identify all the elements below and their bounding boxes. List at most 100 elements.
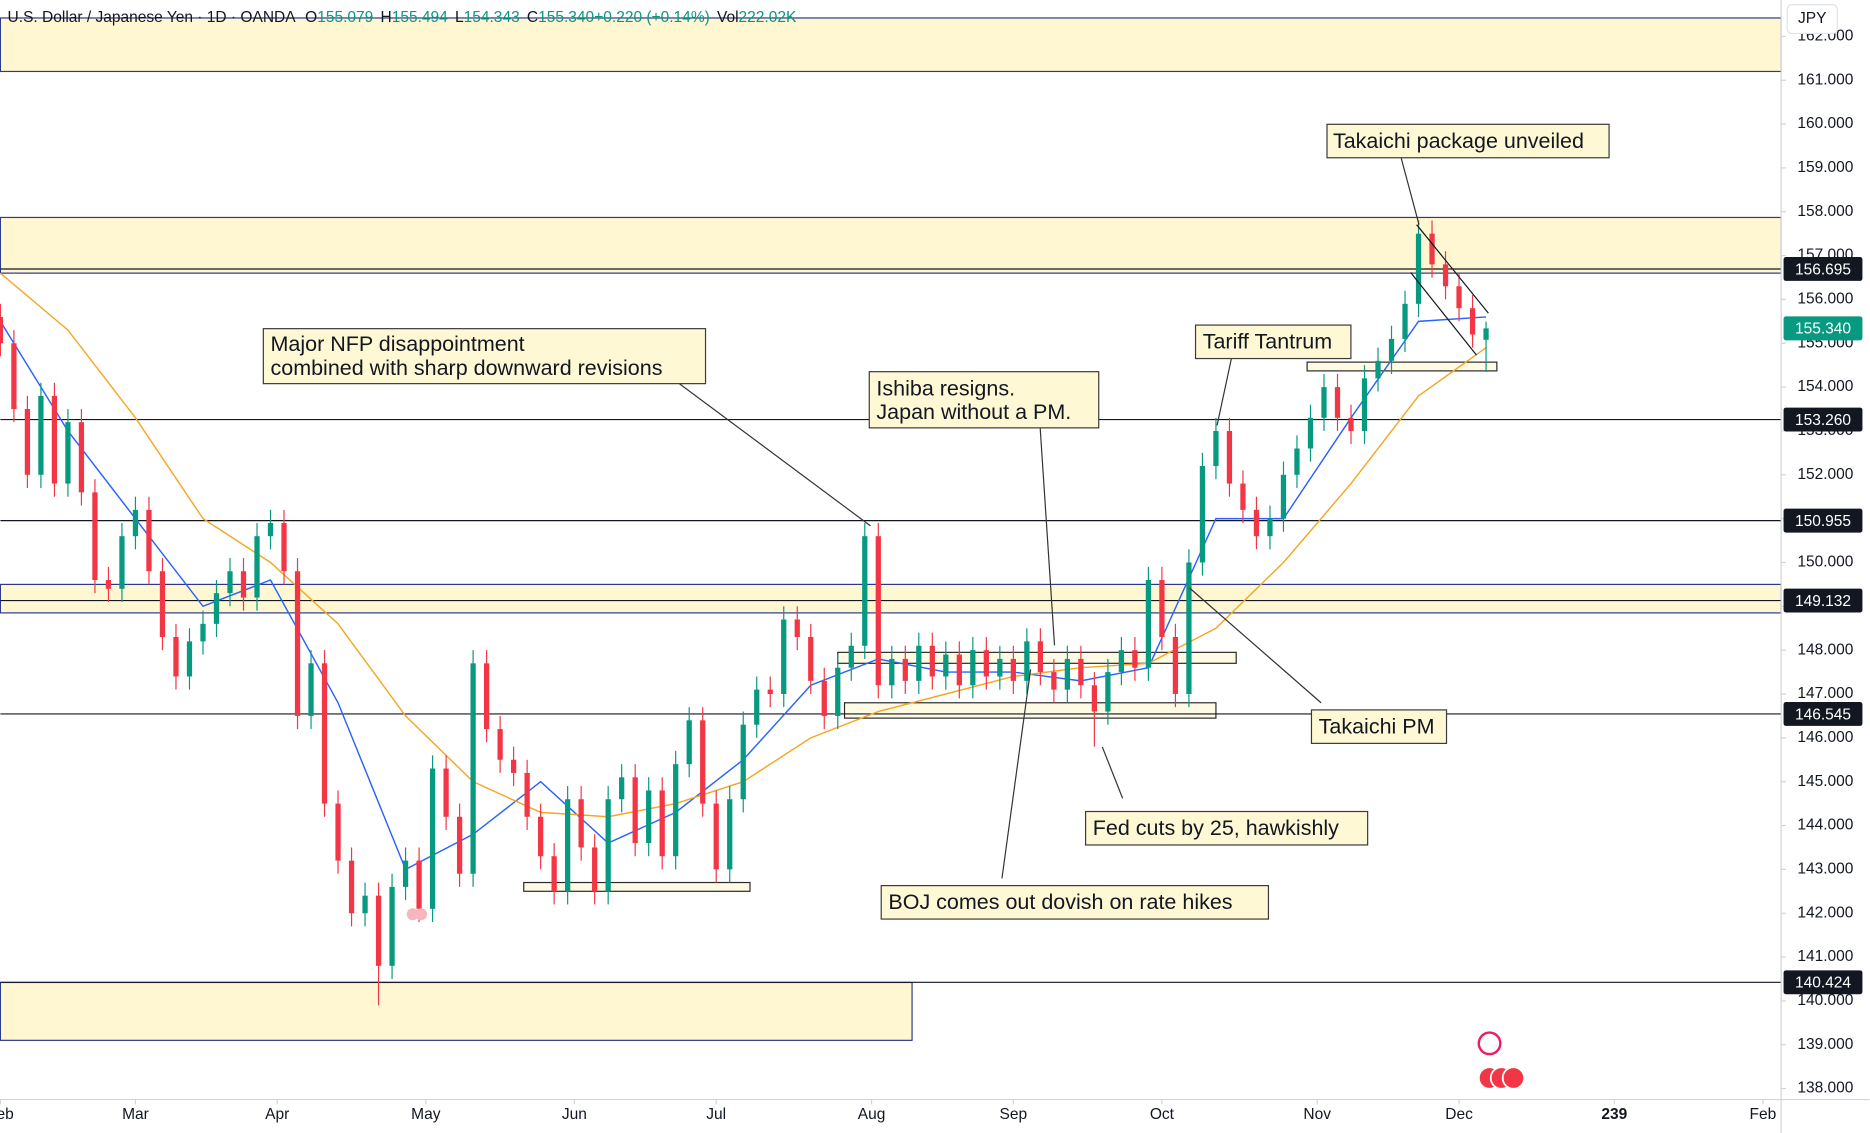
candle-body [416,860,422,909]
range-box [523,881,751,892]
zone [0,583,1782,614]
candle-body [1213,430,1219,467]
price-tag-label: 155.340 [1795,321,1851,338]
candle-body [510,759,517,773]
event-marker[interactable] [406,908,419,921]
candle-body [970,650,976,686]
candle-body [1199,466,1206,563]
candle-body [673,764,679,857]
candle-body [916,645,922,681]
event-icon[interactable] [1501,1066,1526,1090]
y-tick-label: 147.000 [1797,685,1853,702]
candle-body [254,536,260,598]
annotation-text: Takaichi package unveiled [1333,129,1584,153]
price-tag-label: 149.132 [1795,593,1851,610]
readout-key: Vol [717,9,739,26]
x-tick-label: Aug [858,1106,886,1123]
y-tick-label: 141.000 [1797,948,1853,965]
annotation-box [1194,324,1352,360]
candle-body [1415,233,1422,304]
candle-body [821,680,827,716]
y-tick-label: 158.000 [1797,203,1853,220]
readout-value: 155.340 [538,9,594,26]
candle-body [65,422,71,484]
candle-body [294,571,301,716]
event-icon[interactable] [1477,1031,1502,1056]
readout-value: 154.343 [464,9,520,26]
y-tick-label: 160.000 [1797,115,1853,132]
candle-body [875,536,881,686]
annotation-text: Major NFP disappointment [270,332,524,356]
y-tick-label: 156.000 [1797,291,1853,308]
header: U.S. Dollar / Japanese Yen · 1D · OANDA … [8,9,797,26]
candle-body [402,860,409,887]
candle-body [605,799,611,892]
y-tick-label: 144.000 [1797,817,1853,834]
currency-label: JPY [1798,10,1827,27]
candle-body [186,641,193,677]
candle-body [551,856,557,892]
y-tick-label: 138.000 [1797,1080,1853,1097]
readout-value: 155.494 [392,9,448,26]
candle-body [983,650,989,677]
candle-body [321,663,328,804]
annotation-text: Tariff Tantrum [1203,330,1332,354]
trend-line [1410,272,1477,356]
candle-body [1307,417,1314,449]
candle-body [686,720,692,765]
candle-body [632,777,638,844]
candle-body [1267,518,1273,537]
candle-body [997,658,1003,677]
x-tick-label: Jul [706,1106,726,1123]
readout-key: C [527,9,538,26]
y-tick-label: 143.000 [1797,860,1853,877]
candle-body [78,422,85,493]
candle-body [1186,562,1192,695]
candle-body [862,536,868,646]
leader-line [1001,669,1032,879]
symbol-title: U.S. Dollar / Japanese Yen · 1D · OANDA [8,9,297,26]
candle-body [497,729,503,760]
candle-body [700,720,706,804]
candle-body [443,768,449,817]
candle-body [1334,387,1341,418]
annotation-box [1326,123,1610,159]
candle-body [24,409,31,475]
leader-line [1189,587,1322,704]
candle-body [51,395,58,484]
readout-value: 155.079 [317,9,373,26]
candle-body [1172,637,1179,695]
candle-body [943,654,949,677]
x-tick-label: 239 [1601,1106,1627,1123]
y-tick-label: 148.000 [1797,641,1853,658]
event-marker[interactable] [415,908,428,921]
candle-body [1091,685,1098,712]
ohlc-readout: O155.079 H155.494 L154.343 C155.340+0.220 (… [305,9,797,26]
readout-value: 222.02K [739,9,797,26]
candle-body [173,637,179,677]
y-tick-label: 152.000 [1797,466,1853,483]
candle-body [389,886,395,966]
zone [0,17,1782,73]
candle-body [754,689,760,725]
candle-body [1361,378,1368,431]
candle-body [740,724,746,800]
y-tick-label: 140.000 [1797,992,1853,1009]
candle-body [105,580,112,589]
candle-body [1253,509,1260,537]
range-box [843,702,1217,719]
x-tick-label: Mar [122,1106,149,1123]
time-axis [0,1099,1870,1133]
candle-body [227,571,233,594]
candle-body [483,663,490,730]
candle-body [619,777,625,800]
candle-body [38,395,44,475]
candle-body [1105,672,1111,712]
candle-body [565,799,571,892]
currency-badge [1786,4,1838,35]
candle-body [808,637,814,681]
y-tick-label: 154.000 [1797,378,1853,395]
price-tag [1783,316,1863,341]
readout-key: L [455,9,464,26]
candle-body [11,343,17,410]
